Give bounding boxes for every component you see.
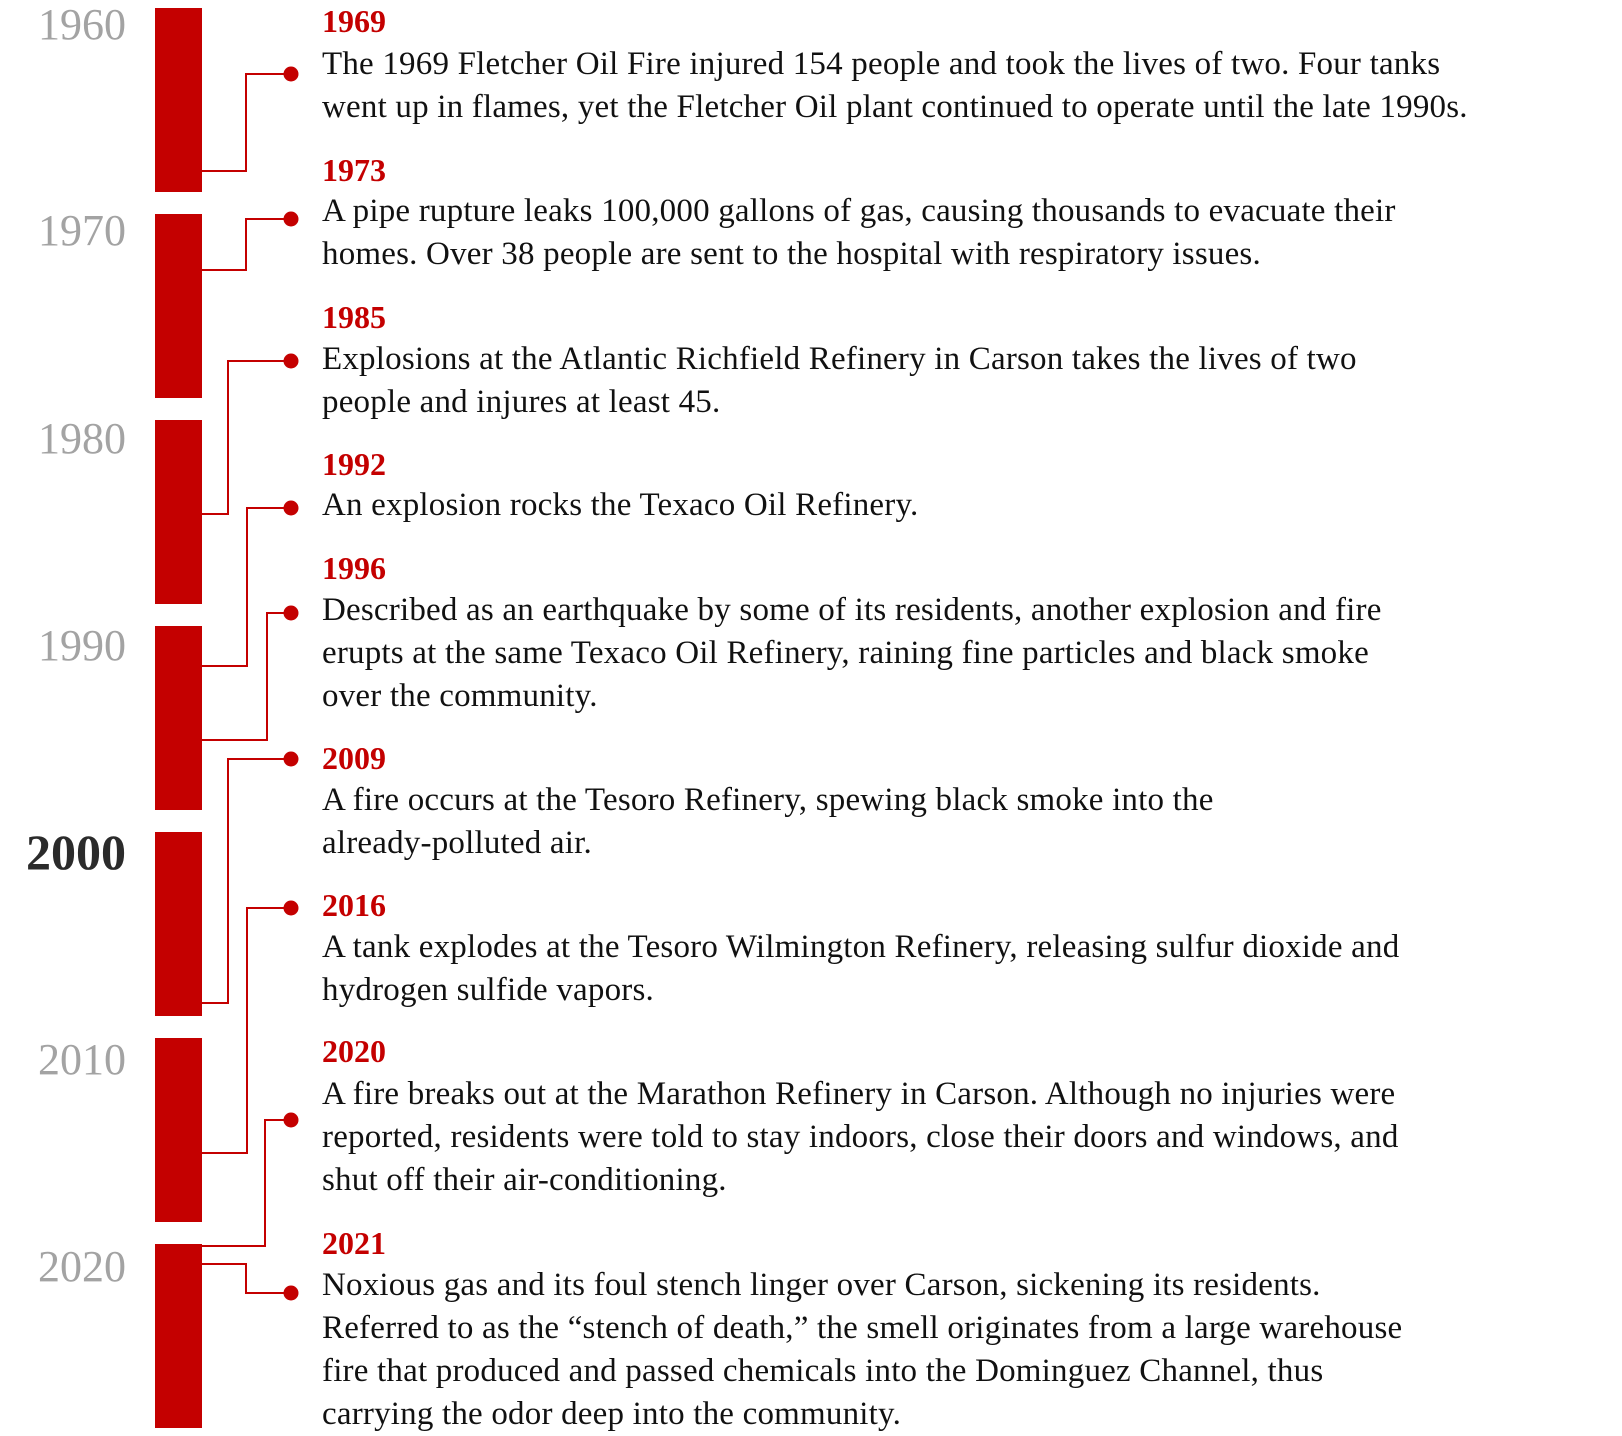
- event-year: 2021: [322, 1225, 386, 1261]
- event-year: 1996: [322, 550, 386, 586]
- decade-bar: [155, 832, 202, 1016]
- event-dot: [283, 1112, 299, 1128]
- connector-line: [202, 218, 291, 271]
- connector-line: [202, 360, 291, 515]
- event-year: 1992: [322, 446, 386, 482]
- event-dot: [283, 353, 299, 369]
- event-description: Described as an earthquake by some of it…: [322, 592, 1382, 714]
- connector-line: [202, 73, 291, 172]
- event-description: A fire occurs at the Tesoro Refinery, sp…: [322, 782, 1214, 861]
- event-description: A tank explodes at the Tesoro Wilmington…: [322, 929, 1400, 1008]
- connector-line: [202, 507, 291, 667]
- decade-bar: [155, 1244, 202, 1428]
- event-description: The 1969 Fletcher Oil Fire injured 154 p…: [322, 46, 1468, 125]
- event-description: An explosion rocks the Texaco Oil Refine…: [322, 487, 919, 523]
- event-dot: [283, 751, 299, 767]
- event-description: A fire breaks out at the Marathon Refine…: [322, 1076, 1399, 1198]
- decade-label: 1960: [38, 0, 126, 49]
- connector-line: [202, 907, 291, 1154]
- event-year: 1969: [322, 3, 386, 39]
- decade-bar: [155, 214, 202, 398]
- event-dot: [283, 66, 299, 82]
- event-dot: [283, 900, 299, 916]
- event-description: A pipe rupture leaks 100,000 gallons of …: [322, 193, 1396, 272]
- decade-label: 1970: [38, 206, 126, 255]
- decade-label: 1990: [38, 621, 126, 670]
- event-year: 2020: [322, 1033, 386, 1069]
- connector-line: [202, 1263, 291, 1294]
- decade-bar: [155, 626, 202, 810]
- event-description: Noxious gas and its foul stench linger o…: [322, 1267, 1403, 1432]
- decade-label-highlighted: 2000: [26, 824, 126, 880]
- connector-line: [202, 758, 291, 1004]
- decade-bar: [155, 8, 202, 192]
- event-year: 2016: [322, 887, 386, 923]
- event-year: 2009: [322, 740, 386, 776]
- decade-bar: [155, 1038, 202, 1222]
- event-dot: [283, 500, 299, 516]
- event-description: Explosions at the Atlantic Richfield Ref…: [322, 341, 1357, 420]
- decade-label: 2010: [38, 1035, 126, 1084]
- event-dot: [283, 605, 299, 621]
- event-dot: [283, 1285, 299, 1301]
- decade-label: 2020: [38, 1242, 126, 1291]
- event-year: 1985: [322, 299, 386, 335]
- decade-bar: [155, 420, 202, 604]
- decade-label: 1980: [38, 414, 126, 463]
- connector-line: [202, 1119, 291, 1247]
- connector-line: [202, 612, 291, 741]
- event-dot: [283, 211, 299, 227]
- event-year: 1973: [322, 152, 386, 188]
